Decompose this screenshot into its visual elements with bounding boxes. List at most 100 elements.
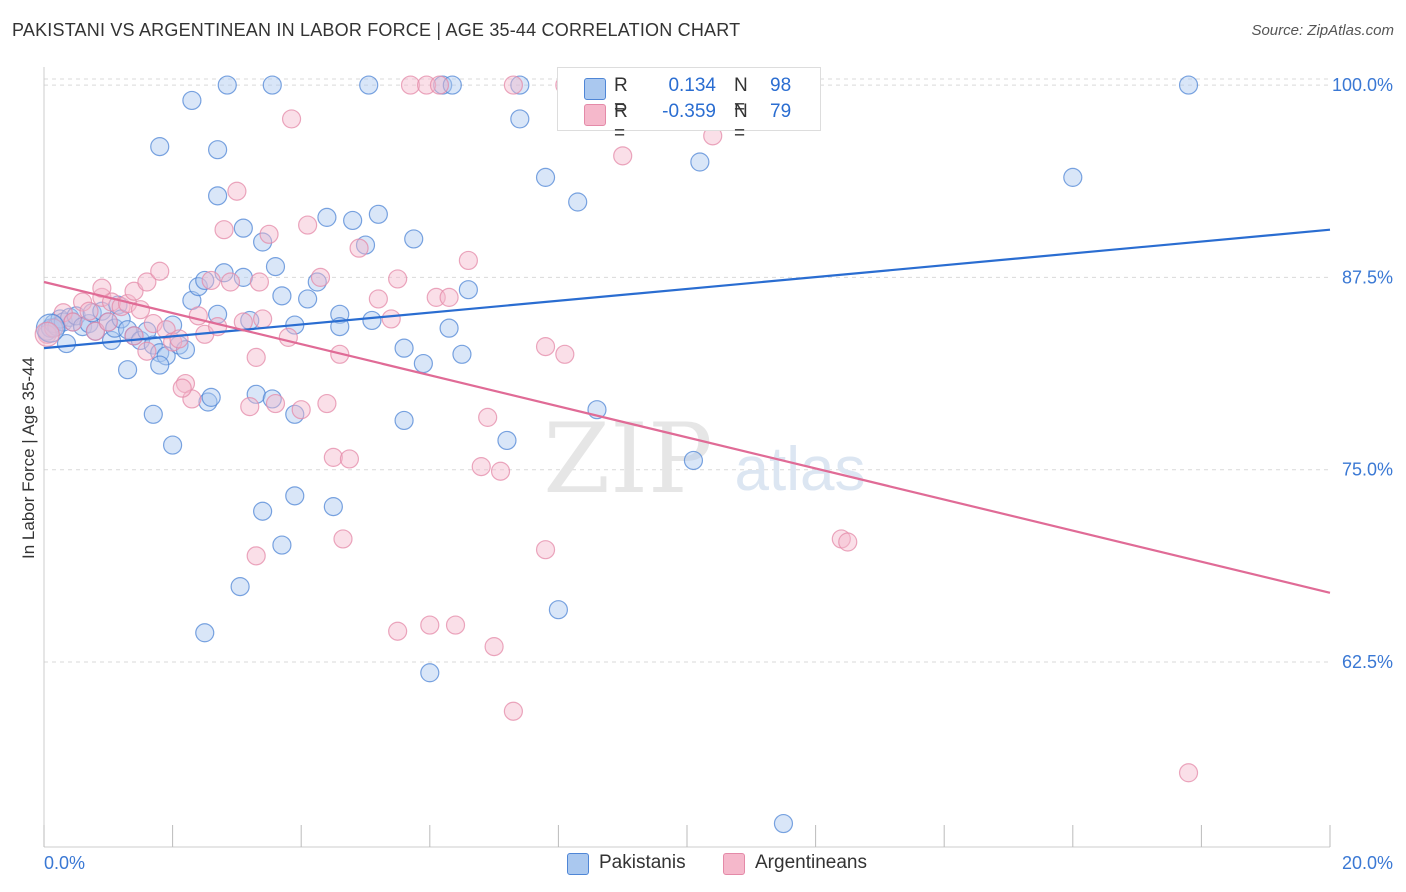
argentinean-point (156, 320, 176, 340)
pakistani-point (394, 338, 414, 358)
pakistani-point (1063, 167, 1083, 187)
pakistani-point (323, 497, 343, 517)
pakistanis-swatch (584, 78, 606, 100)
argentinean-point (124, 326, 144, 346)
legend-r-value: 0.134 (668, 75, 716, 96)
argentinean-point (439, 287, 459, 307)
pakistani-point (143, 404, 163, 424)
legend-r-value: -0.359 (662, 101, 716, 122)
argentineans-legend-swatch (723, 853, 745, 875)
argentinean-point (420, 615, 440, 635)
pakistani-point (452, 344, 472, 364)
pakistani-point (497, 430, 517, 451)
argentinean-point (182, 389, 202, 409)
pakistani-point (298, 289, 318, 309)
argentinean-point (253, 309, 273, 329)
pakistani-point (317, 207, 337, 227)
pakistani-point (272, 286, 292, 306)
argentinean-point (478, 407, 498, 427)
argentinean-point (249, 272, 270, 292)
argentinean-point (471, 457, 491, 477)
axes (43, 67, 1331, 848)
argentinean-point (34, 321, 60, 347)
argentinean-point (98, 312, 118, 332)
argentinean-point (381, 309, 401, 329)
argentinean-point (240, 397, 260, 417)
argentinean-point (484, 637, 504, 657)
pakistani-point (150, 355, 170, 375)
argentinean-point (291, 400, 311, 420)
pakistani-point (548, 600, 569, 620)
pakistani-point (420, 663, 440, 683)
pakistani-point (343, 210, 363, 231)
y-tick-label: 87.5% (1342, 267, 1393, 287)
argentinean-point (613, 146, 633, 166)
pakistanis-trend-line (43, 228, 1331, 350)
argentinean-point (388, 621, 408, 641)
argentinean-point (246, 347, 266, 367)
pakistani-point (368, 204, 388, 224)
legend-n-label: N = (734, 75, 748, 118)
argentinean-point (503, 701, 523, 721)
argentinean-point (214, 220, 234, 240)
pakistani-point (201, 387, 221, 407)
argentinean-point (323, 447, 343, 467)
pakistani-point (262, 75, 282, 95)
argentinean-point (429, 75, 450, 95)
pakistani-point (359, 75, 379, 95)
argentinean-point (333, 529, 353, 549)
argentinean-point (310, 267, 331, 287)
argentinean-point (188, 306, 208, 326)
data-points (34, 75, 1199, 834)
argentinean-point (172, 378, 192, 398)
argentinean-point (400, 75, 421, 95)
argentinean-point (281, 109, 302, 129)
argentinean-point (838, 532, 858, 552)
pakistanis-legend-swatch (567, 853, 589, 875)
pakistani-point (439, 318, 459, 338)
pakistani-point (568, 192, 588, 212)
pakistani-point (362, 310, 382, 331)
legend-n-label: N = (734, 101, 748, 144)
pakistani-point (773, 813, 794, 834)
argentinean-point (490, 461, 511, 481)
legend-n-value: 98 (770, 75, 792, 96)
pakistani-point (1178, 75, 1199, 95)
argentinean-point (44, 318, 64, 338)
pakistani-point (253, 501, 273, 521)
pakistani-point (285, 486, 305, 506)
pakistani-point (195, 623, 215, 643)
pakistanis-legend-label: Pakistanis (599, 852, 686, 873)
pakistani-point (117, 360, 138, 380)
argentinean-point (92, 278, 112, 298)
pakistani-point (163, 435, 183, 455)
pakistani-point (253, 232, 273, 252)
pakistani-point (208, 186, 228, 206)
y-axis-label: In Labor Force | Age 35-44 (19, 357, 38, 559)
argentinean-point (555, 344, 575, 364)
pakistani-point (150, 137, 170, 157)
pakistani-point (182, 90, 202, 111)
argentineans-legend-label: Argentineans (755, 852, 867, 873)
chart-source: Source: ZipAtlas.com (1251, 22, 1394, 39)
argentinean-point (1178, 763, 1199, 783)
argentinean-point (79, 301, 99, 321)
argentinean-point (63, 312, 83, 332)
argentinean-point (220, 272, 241, 292)
argentinean-point (317, 393, 337, 414)
y-tick-label: 100.0% (1332, 75, 1393, 95)
pakistani-point (683, 450, 704, 471)
chart-title: PAKISTANI VS ARGENTINEAN IN LABOR FORCE … (12, 20, 741, 40)
pakistani-point (195, 270, 215, 291)
pakistani-point (272, 535, 292, 555)
watermark-atlas: atlas (735, 435, 866, 504)
pakistani-point (233, 218, 253, 238)
pakistani-point (265, 257, 286, 277)
argentinean-point (246, 546, 266, 566)
legend-r-label: R = (614, 75, 628, 118)
argentinean-point (137, 272, 157, 292)
pakistani-point (217, 75, 237, 95)
argentinean-point (368, 289, 388, 309)
pakistani-point (535, 167, 556, 187)
